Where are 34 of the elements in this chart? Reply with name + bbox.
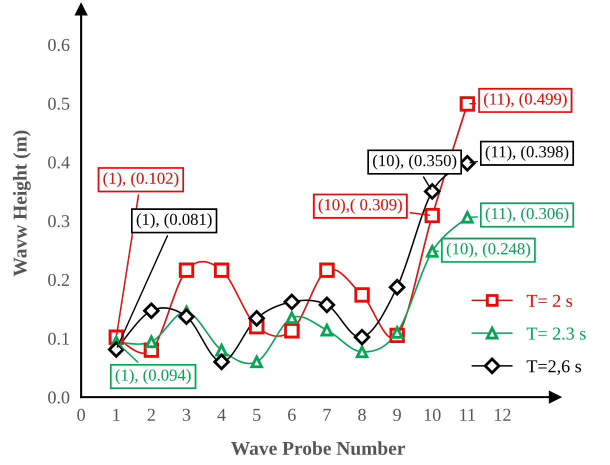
x-tick-label: 5 xyxy=(253,408,260,421)
x-tick-label: 3 xyxy=(182,408,190,421)
x-tick-label: 6 xyxy=(288,408,296,421)
y-tick-label: 0.6 xyxy=(48,38,70,52)
annotation: (1), (0.081) xyxy=(136,213,212,228)
y-tick-label: 0.4 xyxy=(48,156,70,169)
y-tick-label: 0.3 xyxy=(48,215,70,228)
y-tick-label: 0.2 xyxy=(48,274,70,286)
x-tick-label: 2 xyxy=(148,408,155,421)
x-tick-label: 1 xyxy=(113,408,120,421)
legend-label: T= 2 s xyxy=(526,294,572,307)
annotation: (1), (0.094) xyxy=(116,368,191,384)
annotation: (10),( 0.309) xyxy=(318,198,402,214)
x-axis-title: Wave Probe Number xyxy=(231,441,406,456)
x-tick-label: 11 xyxy=(460,408,475,421)
y-axis-title: Wavw Height (m) xyxy=(12,130,31,276)
y-tick-label: 0.1 xyxy=(48,332,69,345)
annotation: (10), (0.248) xyxy=(446,242,530,258)
annotation: (10), (0.350) xyxy=(373,154,456,170)
y-tick-label: 0.0 xyxy=(48,391,70,404)
x-tick-label: 7 xyxy=(324,408,331,421)
annotation: (11), (0.398) xyxy=(486,146,568,161)
annotation: (1), (0.102) xyxy=(103,172,178,188)
y-tick-label: 0.5 xyxy=(48,98,70,110)
annotation: (11), (0.306) xyxy=(486,207,568,223)
x-tick-label: 4 xyxy=(217,408,226,421)
legend-label: T=2,6 s xyxy=(526,360,582,375)
annotation: (11), (0.499) xyxy=(484,92,567,108)
x-tick-label: 12 xyxy=(494,408,510,421)
legend-label: T= 2.3 s xyxy=(526,328,586,340)
x-tick-label: 8 xyxy=(358,408,366,421)
x-tick-label: 10 xyxy=(424,408,441,421)
x-tick-label: 9 xyxy=(393,408,401,421)
x-tick-label: 0 xyxy=(77,408,85,421)
